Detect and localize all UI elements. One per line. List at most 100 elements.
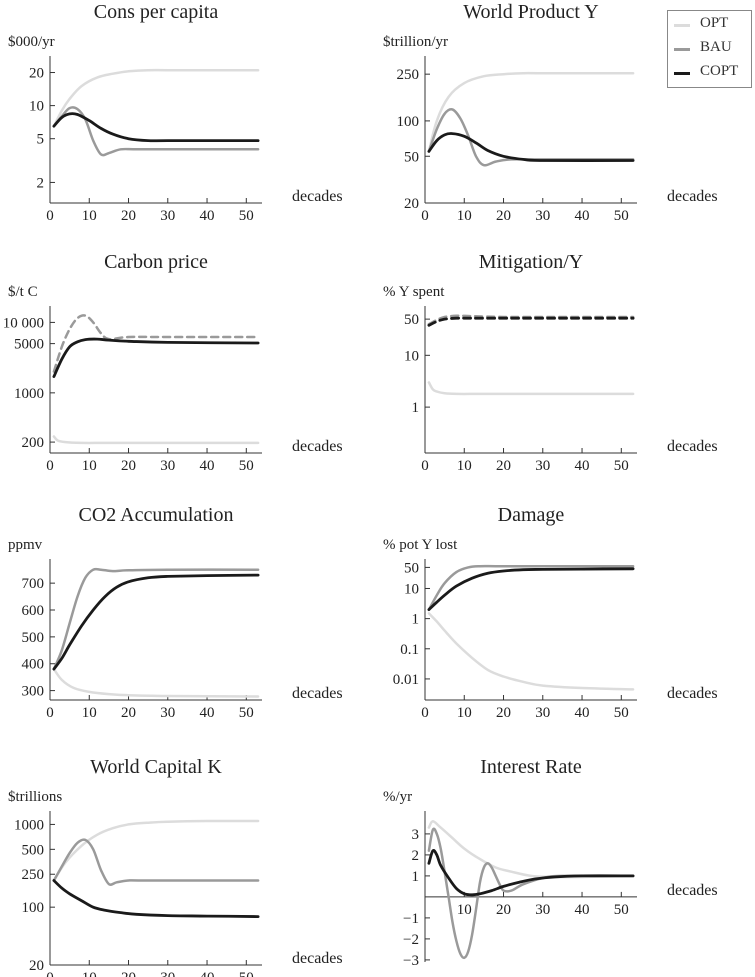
x-tick-label: 50 bbox=[614, 458, 629, 474]
x-tick-label: 10 bbox=[457, 458, 472, 474]
x-tick-label: 20 bbox=[121, 705, 136, 721]
y-tick-label: 250 bbox=[397, 67, 420, 83]
series-line-opt bbox=[427, 820, 635, 879]
panel-damage: Damage % pot Y lost 0 10 20 30 40 50 decades 0.01… bbox=[383, 504, 718, 721]
x-tick-label: 0 bbox=[46, 208, 54, 224]
series-line-bau bbox=[427, 827, 635, 960]
y-tick-label: 1 bbox=[412, 869, 420, 885]
series-line-copt bbox=[427, 132, 635, 162]
y-tick-label: 10 bbox=[29, 99, 44, 115]
x-tick-label: 20 bbox=[121, 970, 136, 977]
x-tick-label: 30 bbox=[535, 208, 550, 224]
y-tick-label: 50 bbox=[404, 312, 419, 328]
y-tick-label: 50 bbox=[404, 560, 419, 576]
x-tick-label: 20 bbox=[496, 458, 511, 474]
series-line-bau bbox=[52, 106, 260, 157]
series-line-opt bbox=[427, 71, 635, 153]
chart-title: Cons per capita bbox=[94, 1, 219, 23]
y-tick-label: 3 bbox=[412, 827, 420, 843]
x-tick-label: 10 bbox=[82, 208, 97, 224]
y-axis-label: $/t C bbox=[8, 284, 38, 300]
x-axis-label: decades bbox=[667, 685, 718, 702]
x-tick-label: 50 bbox=[239, 458, 254, 474]
y-tick-label: −3 bbox=[403, 953, 419, 969]
series-line-bau bbox=[427, 108, 635, 167]
chart-title: Damage bbox=[498, 504, 565, 526]
x-tick-label: 20 bbox=[121, 458, 136, 474]
legend-label-bau: BAU bbox=[700, 39, 732, 55]
panel-carbon-price: Carbon price $/t C 0 10 20 30 40 50 decades 200 10… bbox=[3, 251, 343, 474]
y-tick-label: 50 bbox=[404, 149, 419, 165]
y-tick-label: 250 bbox=[22, 867, 45, 883]
panel-world-capital-k: World Capital K $trillions 0 10 20 30 40 50 deca… bbox=[8, 756, 343, 977]
x-tick-label: 40 bbox=[575, 705, 590, 721]
series-line-copt bbox=[427, 316, 635, 327]
x-tick-label: 20 bbox=[496, 705, 511, 721]
x-tick-label: 30 bbox=[535, 458, 550, 474]
chart-title: Mitigation/Y bbox=[479, 251, 583, 273]
x-tick-label: 10 bbox=[457, 208, 472, 224]
chart-title: World Capital K bbox=[90, 756, 222, 778]
series-line-copt bbox=[52, 337, 260, 378]
series-line-opt bbox=[427, 612, 635, 691]
x-tick-label: 50 bbox=[239, 208, 254, 224]
y-tick-label: 100 bbox=[397, 114, 420, 130]
y-tick-label: 600 bbox=[22, 603, 45, 619]
y-tick-label: 10 000 bbox=[3, 315, 44, 331]
chart-title: Interest Rate bbox=[480, 756, 582, 778]
x-tick-label: 40 bbox=[200, 458, 215, 474]
x-tick-label: 40 bbox=[575, 208, 590, 224]
series-line-copt bbox=[52, 879, 260, 918]
y-tick-label: −1 bbox=[403, 911, 419, 927]
chart-title: World Product Y bbox=[463, 1, 598, 23]
y-tick-label: 200 bbox=[22, 435, 45, 451]
series-line-opt bbox=[52, 819, 260, 882]
series-line-bau bbox=[52, 838, 260, 886]
legend: OPT BAU COPT bbox=[667, 10, 752, 88]
x-tick-label: 0 bbox=[421, 208, 429, 224]
x-tick-label: 50 bbox=[239, 970, 254, 977]
y-tick-label: 700 bbox=[22, 576, 45, 592]
x-axis-label: decades bbox=[292, 685, 343, 702]
x-tick-label: 30 bbox=[535, 705, 550, 721]
x-tick-label: 50 bbox=[614, 902, 629, 918]
x-tick-label: 30 bbox=[160, 458, 175, 474]
series-line-copt bbox=[52, 573, 260, 671]
x-tick-label: 50 bbox=[614, 208, 629, 224]
x-tick-label: 20 bbox=[496, 902, 511, 918]
y-tick-label: 10 bbox=[404, 348, 419, 364]
x-axis-label: decades bbox=[292, 950, 343, 967]
x-tick-label: 20 bbox=[121, 208, 136, 224]
y-axis-label: $trillions bbox=[8, 789, 62, 805]
x-tick-label: 0 bbox=[421, 458, 429, 474]
x-tick-label: 10 bbox=[457, 902, 472, 918]
x-axis-label: decades bbox=[667, 438, 718, 455]
series-line-copt bbox=[52, 112, 260, 143]
y-tick-label: 400 bbox=[22, 657, 45, 673]
x-tick-label: 50 bbox=[239, 705, 254, 721]
y-tick-label: 1 bbox=[412, 400, 420, 416]
y-tick-label: 5 bbox=[37, 132, 45, 148]
x-tick-label: 10 bbox=[82, 458, 97, 474]
y-tick-label: 20 bbox=[29, 66, 44, 82]
y-axis-label: $trillion/yr bbox=[383, 34, 448, 50]
x-tick-label: 30 bbox=[535, 902, 550, 918]
x-tick-label: 0 bbox=[46, 705, 54, 721]
legend-swatch-copt bbox=[674, 72, 690, 75]
series-line-opt bbox=[52, 68, 260, 128]
legend-item-copt: COPT bbox=[674, 62, 752, 84]
y-tick-label: 2 bbox=[412, 848, 420, 864]
y-axis-label: % pot Y lost bbox=[383, 537, 458, 553]
y-axis-label: % Y spent bbox=[383, 284, 445, 300]
x-tick-label: 30 bbox=[160, 705, 175, 721]
series-line-copt bbox=[427, 848, 635, 897]
x-tick-label: 40 bbox=[575, 458, 590, 474]
series-line-copt bbox=[427, 567, 635, 611]
chart-title: CO2 Accumulation bbox=[79, 504, 234, 526]
x-tick-label: 40 bbox=[575, 902, 590, 918]
panel-interest-rate: Interest Rate %/yr 10 20 30 40 50 decades −3 −2 −1… bbox=[383, 756, 718, 969]
legend-label-opt: OPT bbox=[700, 15, 729, 31]
series-line-bau bbox=[427, 564, 635, 611]
x-tick-label: 20 bbox=[496, 208, 511, 224]
x-tick-label: 0 bbox=[46, 970, 54, 977]
